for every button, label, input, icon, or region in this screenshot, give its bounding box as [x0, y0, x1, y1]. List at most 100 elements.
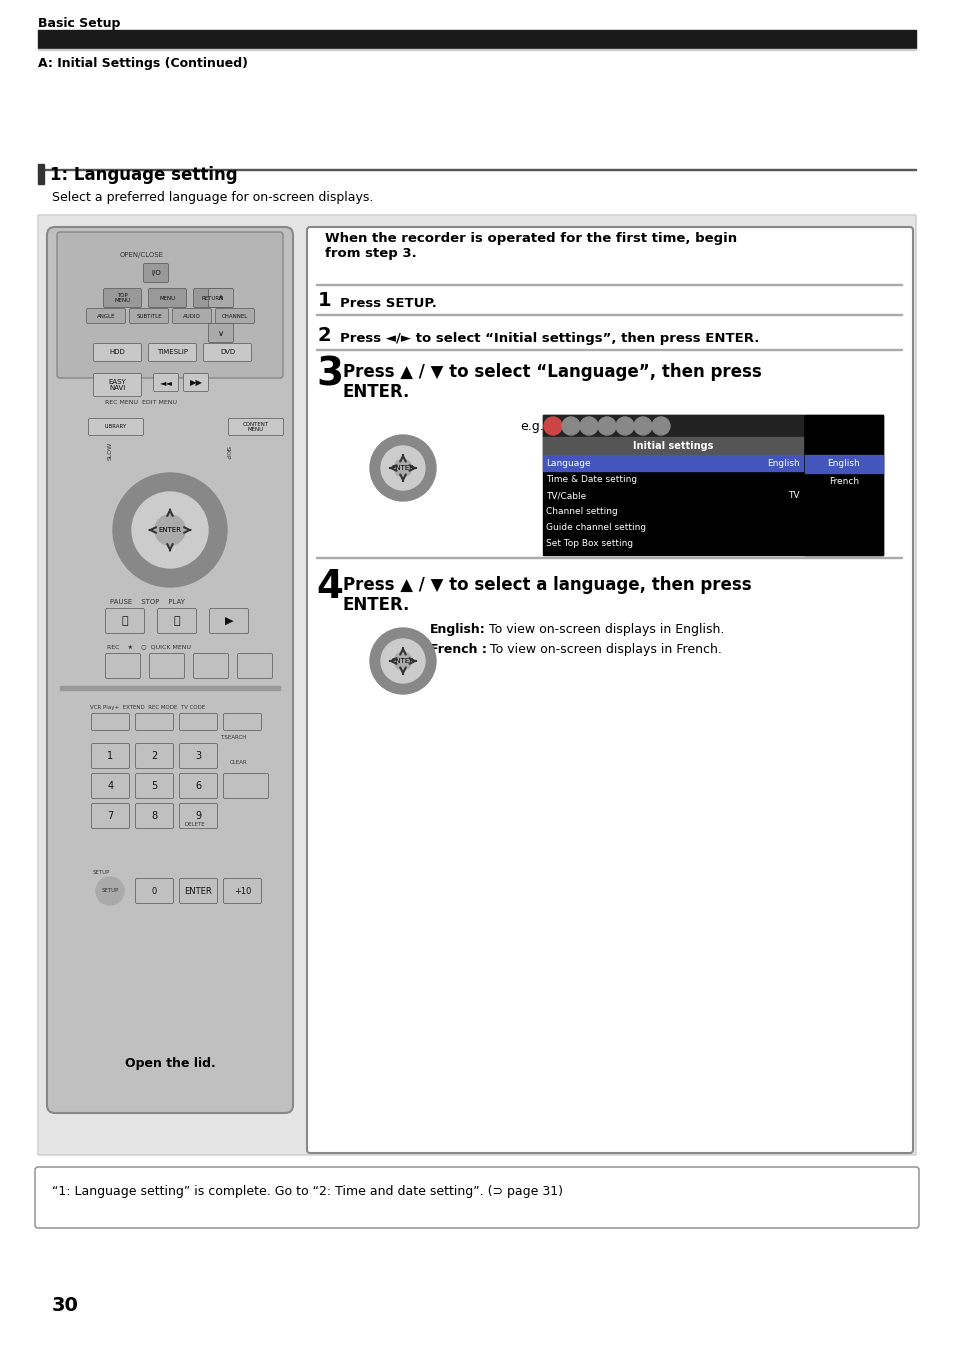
Text: SKIP: SKIP [224, 446, 230, 460]
Text: When the recorder is operated for the first time, begin
from step 3.: When the recorder is operated for the fi… [325, 232, 737, 260]
Text: MENU: MENU [159, 295, 175, 301]
Text: T.SEARCH: T.SEARCH [220, 735, 246, 740]
FancyBboxPatch shape [179, 713, 217, 731]
FancyBboxPatch shape [106, 654, 140, 678]
Text: SUBTITLE: SUBTITLE [136, 314, 162, 318]
Circle shape [579, 417, 598, 435]
Circle shape [616, 417, 634, 435]
FancyBboxPatch shape [172, 309, 212, 324]
FancyBboxPatch shape [223, 879, 261, 903]
Text: 1: 1 [108, 751, 113, 762]
Circle shape [370, 435, 436, 501]
Circle shape [154, 515, 185, 545]
FancyBboxPatch shape [47, 226, 293, 1113]
Text: PAUSE    STOP    PLAY: PAUSE STOP PLAY [110, 599, 185, 605]
Bar [542, 437, 802, 456]
Text: Language: Language [545, 460, 590, 469]
Text: ANGLE: ANGLE [96, 314, 115, 318]
Circle shape [651, 417, 669, 435]
Bar [542, 415, 882, 555]
Circle shape [112, 473, 227, 586]
FancyBboxPatch shape [91, 774, 130, 798]
Text: English: English [827, 460, 860, 469]
Text: REC    ★    ○  QUICK MENU: REC ★ ○ QUICK MENU [107, 644, 191, 650]
FancyBboxPatch shape [91, 744, 130, 768]
FancyBboxPatch shape [193, 654, 229, 678]
Text: REC MENU  EDIT MENU: REC MENU EDIT MENU [105, 400, 177, 404]
FancyBboxPatch shape [179, 774, 217, 798]
Text: ENTER.: ENTER. [343, 596, 410, 613]
FancyBboxPatch shape [130, 309, 169, 324]
FancyBboxPatch shape [135, 879, 173, 903]
Text: CHANNEL: CHANNEL [222, 314, 248, 318]
Text: ∧: ∧ [217, 294, 224, 302]
Text: ENTER: ENTER [185, 887, 213, 895]
Bar [38, 164, 44, 183]
FancyBboxPatch shape [193, 288, 232, 307]
Text: VCR Play+  EXTEND  REC MODE  TV CODE: VCR Play+ EXTEND REC MODE TV CODE [90, 705, 205, 710]
FancyBboxPatch shape [223, 774, 268, 798]
FancyBboxPatch shape [179, 803, 217, 829]
Text: 2: 2 [152, 751, 157, 762]
Bar [38, 30, 915, 49]
Circle shape [634, 417, 651, 435]
FancyBboxPatch shape [209, 324, 233, 342]
Text: English: English [766, 460, 800, 469]
Text: ∨: ∨ [217, 329, 224, 337]
Text: 8: 8 [152, 811, 157, 821]
FancyBboxPatch shape [135, 744, 173, 768]
Text: Open the lid.: Open the lid. [125, 1057, 215, 1070]
Text: SETUP: SETUP [101, 888, 118, 894]
Text: 3: 3 [315, 355, 343, 394]
FancyBboxPatch shape [91, 713, 130, 731]
Text: Basic Setup: Basic Setup [38, 18, 120, 30]
Text: 4: 4 [315, 568, 343, 607]
Text: French: French [828, 477, 858, 487]
Text: “1: Language setting” is complete. Go to “2: Time and date setting”. (⊃ page 31): “1: Language setting” is complete. Go to… [52, 1185, 562, 1198]
Text: 7: 7 [108, 811, 113, 821]
Text: 3: 3 [195, 751, 201, 762]
Text: TV: TV [788, 492, 800, 500]
FancyBboxPatch shape [203, 344, 252, 361]
FancyBboxPatch shape [87, 309, 126, 324]
FancyBboxPatch shape [38, 214, 915, 1155]
Text: Initial settings: Initial settings [632, 441, 713, 452]
Text: ENTER: ENTER [391, 465, 414, 470]
Text: DVD: DVD [220, 349, 234, 356]
Text: To view on-screen displays in English.: To view on-screen displays in English. [484, 623, 723, 636]
Text: Press ▲ / ▼ to select a language, then press: Press ▲ / ▼ to select a language, then p… [343, 576, 751, 594]
FancyBboxPatch shape [150, 654, 184, 678]
Text: ⏸: ⏸ [122, 616, 128, 625]
FancyBboxPatch shape [157, 608, 196, 634]
FancyBboxPatch shape [135, 774, 173, 798]
FancyBboxPatch shape [143, 263, 169, 283]
FancyBboxPatch shape [57, 232, 283, 377]
Text: CONTENT
MENU: CONTENT MENU [243, 422, 269, 433]
FancyBboxPatch shape [215, 309, 254, 324]
FancyBboxPatch shape [91, 803, 130, 829]
FancyBboxPatch shape [135, 713, 173, 731]
Text: SLOW: SLOW [108, 442, 112, 460]
FancyBboxPatch shape [209, 288, 233, 307]
Text: I/O: I/O [151, 270, 161, 276]
Text: A: Initial Settings (Continued): A: Initial Settings (Continued) [38, 57, 248, 70]
Bar [804, 456, 882, 473]
Circle shape [394, 460, 412, 477]
Text: e.g.: e.g. [519, 421, 543, 433]
Text: Guide channel setting: Guide channel setting [545, 523, 645, 532]
Text: Channel setting: Channel setting [545, 507, 618, 516]
Text: 30: 30 [52, 1295, 79, 1316]
Text: To view on-screen displays in French.: To view on-screen displays in French. [485, 643, 721, 656]
FancyBboxPatch shape [149, 288, 186, 307]
Text: Press ▲ / ▼ to select “Language”, then press: Press ▲ / ▼ to select “Language”, then p… [343, 363, 760, 381]
Circle shape [132, 492, 208, 568]
Text: 6: 6 [195, 780, 201, 791]
Text: Select a preferred language for on-screen displays.: Select a preferred language for on-scree… [52, 191, 373, 204]
FancyBboxPatch shape [307, 226, 912, 1153]
Text: ▶: ▶ [225, 616, 233, 625]
Text: EASY
NAVI: EASY NAVI [109, 379, 126, 391]
Bar [804, 415, 882, 555]
Text: 0: 0 [152, 887, 157, 895]
FancyBboxPatch shape [223, 713, 261, 731]
Circle shape [380, 446, 424, 491]
